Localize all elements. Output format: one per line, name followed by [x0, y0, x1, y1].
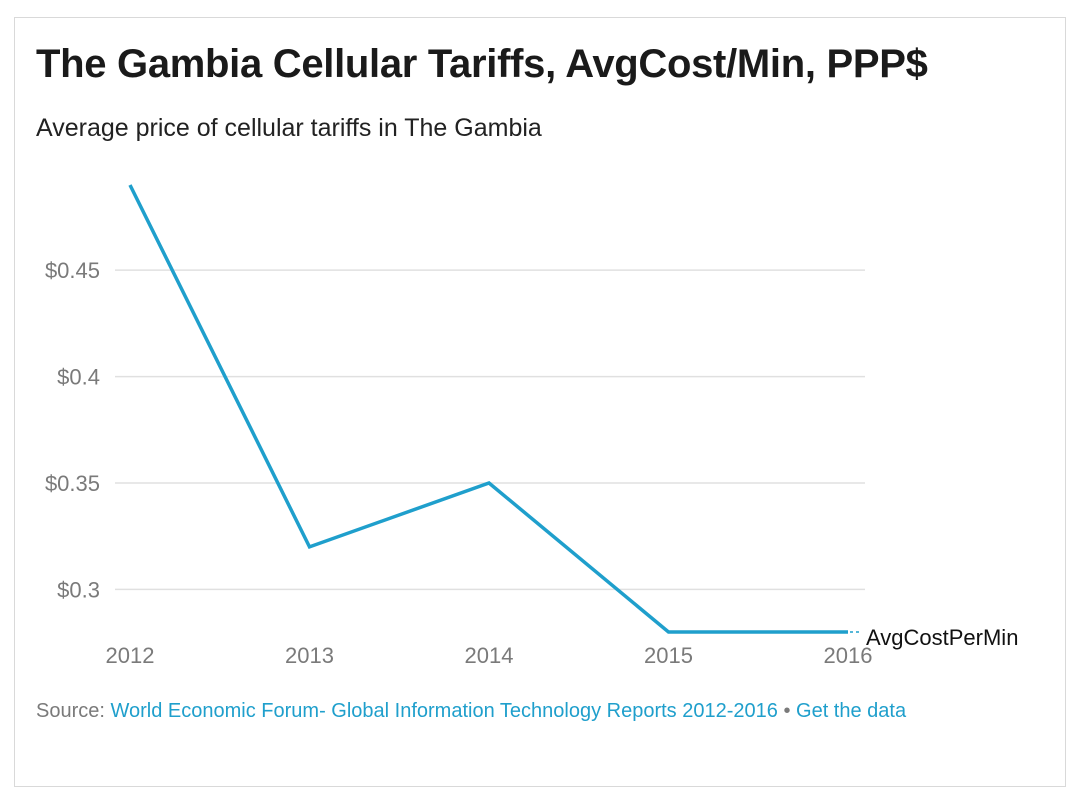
x-tick-label: 2016: [824, 643, 873, 668]
chart-card: [14, 17, 1066, 787]
get-data-link[interactable]: Get the data: [796, 700, 907, 722]
y-axis-ticks: $0.3 $0.35 $0.4 $0.45: [45, 258, 100, 602]
source-prefix: Source:: [36, 700, 105, 722]
x-axis-ticks: 2012 2013 2014 2015 2016: [106, 643, 873, 668]
source-note: Source: World Economic Forum- Global Inf…: [36, 700, 906, 723]
y-tick-label: $0.3: [57, 577, 100, 602]
series: AvgCostPerMin: [128, 184, 1018, 650]
x-tick-label: 2015: [644, 643, 693, 668]
x-tick-label: 2014: [465, 643, 514, 668]
x-tick-label: 2013: [285, 643, 334, 668]
gridlines: [115, 269, 865, 591]
source-link[interactable]: World Economic Forum- Global Information…: [110, 700, 778, 722]
y-tick-label: $0.35: [45, 471, 100, 496]
y-tick-label: $0.4: [57, 365, 100, 390]
y-tick-label: $0.45: [45, 258, 100, 283]
chart-subtitle: Average price of cellular tariffs in The…: [36, 114, 542, 142]
chart-title: The Gambia Cellular Tariffs, AvgCost/Min…: [36, 42, 928, 86]
source-separator: •: [783, 700, 791, 722]
series-label: AvgCostPerMin: [866, 625, 1018, 650]
x-tick-label: 2012: [106, 643, 155, 668]
series-line: [128, 184, 848, 634]
